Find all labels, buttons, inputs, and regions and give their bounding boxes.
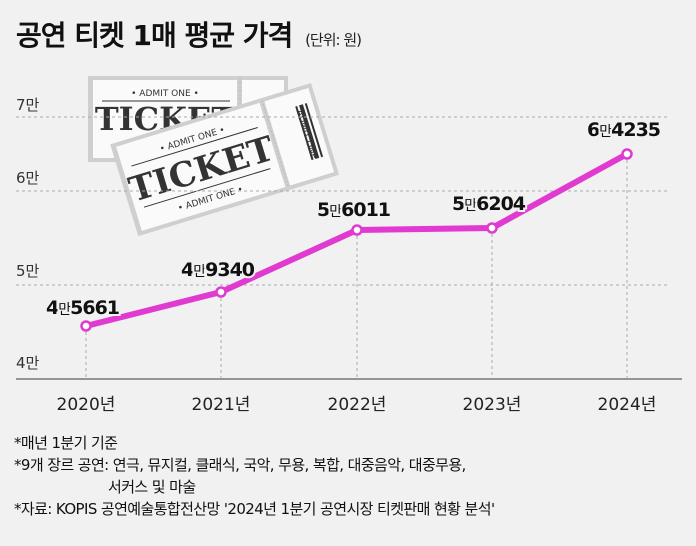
front-ticket-icon: • ADMIT ONE • TICKET • ADMIT ONE • ADMIT… [110,82,340,237]
barcode-icon [295,103,324,161]
x-gridlines [85,154,628,378]
data-point-2024 [621,148,633,160]
x-tick-2022: 2022년 [328,395,387,415]
x-tick-2024: 2024년 [598,395,657,415]
data-point-2020 [80,320,92,332]
data-label-2024: 6만4235 [587,119,660,141]
y-tick-50000: 5만 [16,262,40,280]
y-tick-70000: 7만 [16,96,40,114]
chart-unit: (단위: 원) [305,31,362,49]
footnotes: *매년 1분기 기준 *9개 장르 공연: 연극, 뮤지컬, 클래식, 국악, … [14,432,495,520]
note-basis: *매년 1분기 기준 [14,434,118,452]
data-label-2023: 5만6204 [452,193,526,215]
data-point-2022 [351,224,363,236]
note-genres: *9개 장르 공연: 연극, 뮤지컬, 클래식, 국악, 무용, 복합, 대중음… [14,456,466,474]
x-tick-2020: 2020년 [57,395,116,415]
y-gridlines [16,116,670,286]
x-tick-2021: 2021년 [192,395,251,415]
y-tick-60000: 6만 [16,169,40,187]
data-points [80,148,633,332]
ticket-illustration: • ADMIT ONE • TICKET • ADMIT ONE • TICKE… [88,76,340,237]
data-label-2021: 4만9340 [181,259,255,281]
note-source: *자료: KOPIS 공연예술통합전산망 '2024년 1분기 공연시장 티켓판… [14,500,495,518]
data-point-2023 [486,222,498,234]
chart-title: 공연 티켓 1매 평균 가격 (단위: 원) [16,14,362,54]
chart-title-text: 공연 티켓 1매 평균 가격 [16,19,293,52]
data-label-2022: 5만6011 [317,199,390,221]
note-genres-cont: 서커스 및 마술 [108,478,196,496]
data-label-2020: 4만5661 [46,297,119,319]
svg-text:• ADMIT ONE •: • ADMIT ONE • [131,89,199,99]
data-point-2021 [215,286,227,298]
y-tick-40000: 4만 [16,354,40,372]
x-tick-2023: 2023년 [463,395,522,415]
